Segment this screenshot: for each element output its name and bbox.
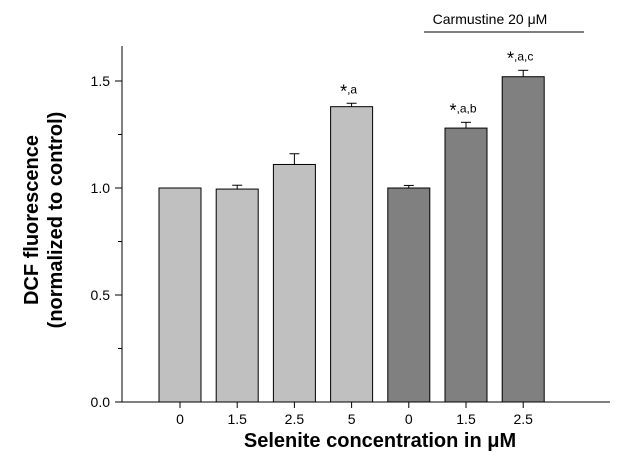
y-tick-label: 0.5 — [91, 287, 111, 303]
y-tick-label: 1.5 — [91, 73, 111, 89]
bar — [501, 76, 545, 403]
y-axis-title-line1: DCF fluorescence — [21, 135, 43, 305]
bar — [387, 187, 431, 403]
bar — [158, 187, 202, 403]
group-label: Carmustine 20 μM — [433, 11, 548, 27]
x-tick-label: 5 — [348, 411, 356, 427]
x-tick-label: 0 — [405, 411, 413, 427]
significance-label: *,a,c — [507, 48, 533, 68]
bar — [330, 106, 374, 403]
x-tick-label: 0 — [176, 411, 184, 427]
y-axis-title: DCF fluorescence (normalized to control) — [21, 112, 67, 329]
bars — [158, 69, 545, 403]
carmustine-group-bracket: Carmustine 20 μM — [424, 11, 584, 33]
annotations: *,a *,a,b *,a,c — [340, 48, 533, 120]
x-tick-label: 1.5 — [456, 411, 476, 427]
x-tick-label: 2.5 — [285, 411, 305, 427]
bar — [215, 188, 259, 403]
x-tick-label: 2.5 — [513, 411, 533, 427]
bar — [272, 163, 316, 403]
x-axis: 0 1.5 2.5 5 0 1.5 2.5 — [122, 401, 610, 427]
y-tick-label: 1.0 — [91, 180, 111, 196]
x-tick-label: 1.5 — [227, 411, 247, 427]
bar — [444, 127, 488, 403]
significance-label: *,a,b — [449, 100, 476, 120]
y-axis: 0.0 0.5 1.0 1.5 — [91, 46, 123, 410]
y-tick-label: 0.0 — [91, 394, 111, 410]
y-axis-title-line2: (normalized to control) — [45, 112, 67, 329]
significance-label: *,a — [340, 81, 357, 101]
x-axis-title: Selenite concentration in μM — [244, 430, 516, 452]
